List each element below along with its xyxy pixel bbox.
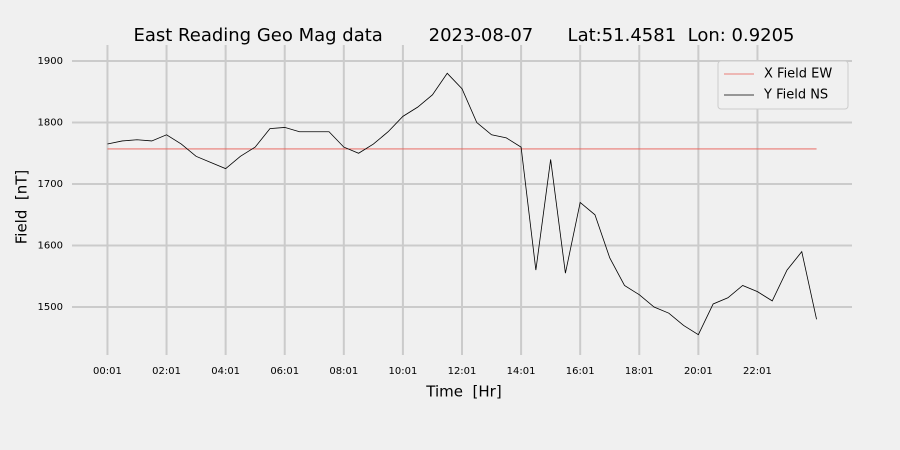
y-tick-label: 1600 (38, 241, 63, 252)
line-series (107, 72, 817, 336)
legend-label: Y Field NS (763, 88, 828, 103)
legend-label: X Field EW (764, 67, 832, 82)
y-tick-label: 1800 (38, 118, 63, 129)
y-tick-label: 1900 (38, 56, 63, 67)
x-tick-label: 22:01 (743, 366, 772, 377)
legend-box (717, 60, 849, 110)
x-tick-label: 06:01 (270, 366, 299, 377)
x-tick-label: 14:01 (507, 366, 536, 377)
y-tick-label: 1500 (38, 302, 63, 313)
x-tick-label: 00:01 (93, 366, 122, 377)
x-tick-label: 02:01 (152, 366, 181, 377)
x-tick-label: 16:01 (566, 366, 595, 377)
y-tick-label: 1700 (38, 179, 63, 190)
chart-title: East Reading Geo Mag data 2023-08-07 Lat… (133, 25, 794, 46)
y-axis-label: Field [nT] (13, 170, 31, 245)
x-tick-label: 18:01 (625, 366, 654, 377)
x-tick-label: 10:01 (388, 366, 417, 377)
x-axis-label: Time [Hr] (425, 383, 501, 401)
x-tick-label: 20:01 (684, 366, 713, 377)
x-tick-label: 04:01 (211, 366, 240, 377)
x-tick-label: 12:01 (448, 366, 477, 377)
x-tick-label: 08:01 (329, 366, 358, 377)
